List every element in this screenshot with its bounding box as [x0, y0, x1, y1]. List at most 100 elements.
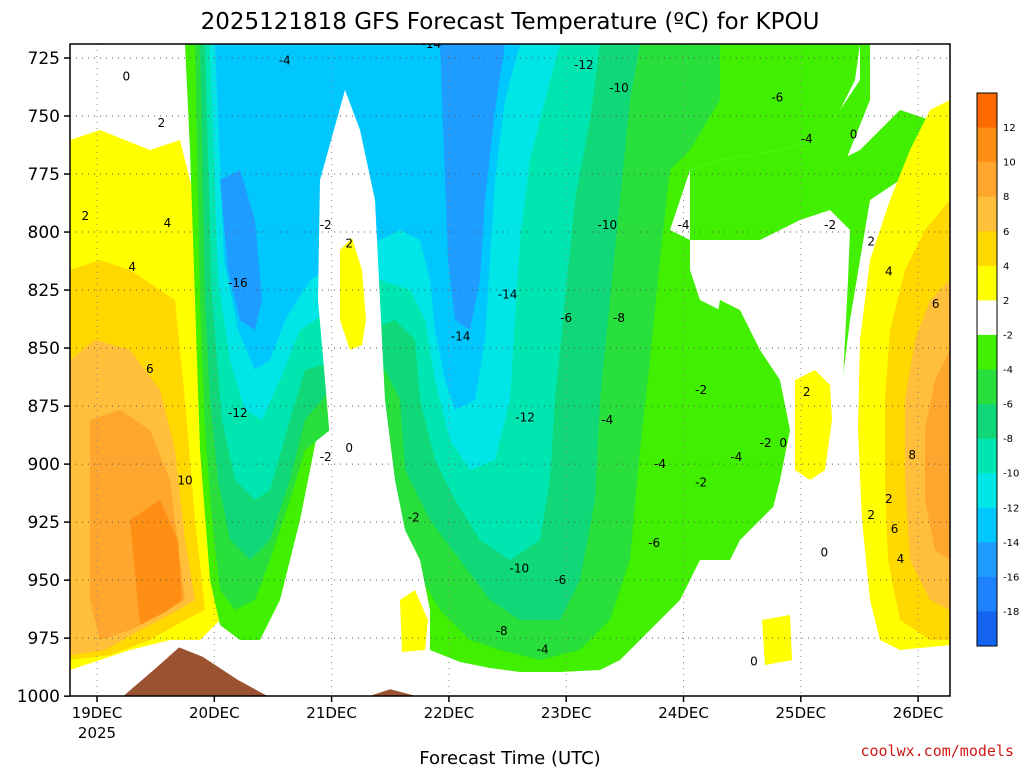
y-tick-label: 950: [28, 571, 60, 591]
temperature-fill: [70, 44, 950, 672]
colorbar-label: -14: [1003, 538, 1019, 549]
contour-label: 2: [158, 116, 166, 130]
x-tick-label: 19DEC: [72, 704, 123, 722]
white-zone-right: [690, 210, 850, 665]
colorbar-label: 8: [1003, 192, 1009, 203]
cold-region-minus16: [220, 44, 505, 330]
contour-label: 0: [820, 545, 828, 559]
contour-label: -4: [678, 218, 690, 232]
colorbar-swatch: [977, 196, 997, 232]
y-tick-label: 825: [28, 281, 60, 301]
contour-label: -10: [509, 562, 529, 576]
contour-label: 0: [750, 654, 758, 668]
colorbar-swatch: [977, 162, 997, 198]
x-tick-label: 23DEC: [541, 704, 592, 722]
contour-label: -14: [421, 37, 441, 51]
contour-label: -2: [408, 511, 420, 525]
y-tick-label: 850: [28, 339, 60, 359]
x-axis-label: Forecast Time (UTC): [419, 748, 600, 768]
colorbar-swatch: [977, 265, 997, 301]
contour-label: -16: [228, 276, 248, 290]
contour-label: -4: [730, 450, 742, 464]
colorbar-label: 12: [1003, 123, 1016, 134]
y-tick-label: 750: [28, 107, 60, 127]
contour-label: -10: [609, 81, 629, 95]
contour-label: 2: [885, 492, 893, 506]
green-band-right: [690, 44, 870, 240]
surface-terrain: [70, 647, 950, 696]
colorbar-label: -2: [1003, 330, 1013, 341]
x-tick-label: 25DEC: [776, 704, 827, 722]
colorbar-swatch: [977, 127, 997, 163]
contour-label: 2: [81, 209, 89, 223]
contour-label: -6: [771, 90, 783, 104]
x-tick-label: 21DEC: [306, 704, 357, 722]
contour-label: 2: [867, 234, 875, 248]
colorbar-label: -4: [1003, 365, 1013, 376]
contour-label: 4: [164, 216, 172, 230]
colorbar-frame: [976, 92, 998, 647]
y-tick-label: 975: [28, 629, 60, 649]
contour-label: 6: [932, 297, 940, 311]
y-tick-label: 775: [28, 165, 60, 185]
colorbar-label: -10: [1003, 469, 1019, 480]
colorbar-label: 10: [1003, 158, 1016, 169]
x-tick-label: 26DEC: [893, 704, 944, 722]
colorbar-label: 2: [1003, 296, 1009, 307]
x-axis: 19DEC 20DEC 21DEC 22DEC 23DEC 24DEC 25DEC 26DEC: [72, 696, 944, 722]
contour-labels: 022 44610-4-16-12-22-20-2-14-14-14-12-10-…: [81, 37, 940, 668]
colorbar-label: 6: [1003, 227, 1009, 238]
warm-region-left-10: [130, 500, 182, 625]
y-tick-label: 925: [28, 513, 60, 533]
colorbar-swatch: [977, 576, 997, 612]
contour-label: -2: [695, 476, 707, 490]
contour-label: 0: [122, 70, 130, 84]
contour-label: -4: [654, 457, 666, 471]
colorbar-label: -18: [1003, 607, 1019, 618]
contour-label: -4: [801, 132, 813, 146]
contour-label: 6: [891, 522, 899, 536]
contour-label: -12: [574, 58, 594, 72]
contour-label: -8: [496, 624, 508, 638]
contour-label: -2: [695, 383, 707, 397]
credit-link[interactable]: coolwx.com/models: [860, 742, 1014, 760]
chart-title: 2025121818 GFS Forecast Temperature (ºC)…: [201, 9, 820, 35]
colorbar-label: -8: [1003, 434, 1013, 445]
warm-patch-right-small: [795, 370, 832, 480]
contour-label: -4: [537, 643, 549, 657]
colorbar-label: -6: [1003, 400, 1013, 411]
contour-label: -6: [648, 536, 660, 550]
contour-label: -12: [228, 406, 248, 420]
colorbar-swatch: [977, 473, 997, 509]
contour-label: 0: [345, 441, 353, 455]
grid-lines: [70, 44, 950, 696]
contour-label: -10: [597, 218, 617, 232]
contour-label: -14: [451, 330, 471, 344]
x-tick-label: 22DEC: [424, 704, 475, 722]
contour-label: 2: [345, 237, 353, 251]
contour-label: -6: [560, 311, 572, 325]
colorbar-swatch: [977, 369, 997, 405]
y-tick-label: 875: [28, 397, 60, 417]
contour-label: -4: [601, 413, 613, 427]
contour-label: 0: [850, 128, 858, 142]
contour-label: 10: [177, 473, 192, 487]
colorbar-swatch: [977, 611, 997, 647]
y-tick-label: 725: [28, 49, 60, 69]
contour-label: -6: [554, 573, 566, 587]
colorbar-legend: 12 10 8 6 4 2 -2 -4 -6 -8 -10 -12 -14 -16 -18: [976, 92, 1019, 647]
colorbar-swatch: [977, 93, 997, 129]
warm-region-right-8: [925, 350, 950, 560]
contour-label: -14: [498, 288, 518, 302]
contour-label: 8: [908, 448, 916, 462]
x-tick-label: 20DEC: [189, 704, 240, 722]
colorbar-swatch: [977, 231, 997, 267]
colorbar-swatch: [977, 438, 997, 474]
contour-label: -12: [515, 411, 535, 425]
green-patch-right: [700, 300, 775, 520]
contour-label: 4: [897, 552, 905, 566]
contour-label: -2: [824, 218, 836, 232]
contour-label: -2: [760, 436, 772, 450]
contour-label: 2: [867, 508, 875, 522]
